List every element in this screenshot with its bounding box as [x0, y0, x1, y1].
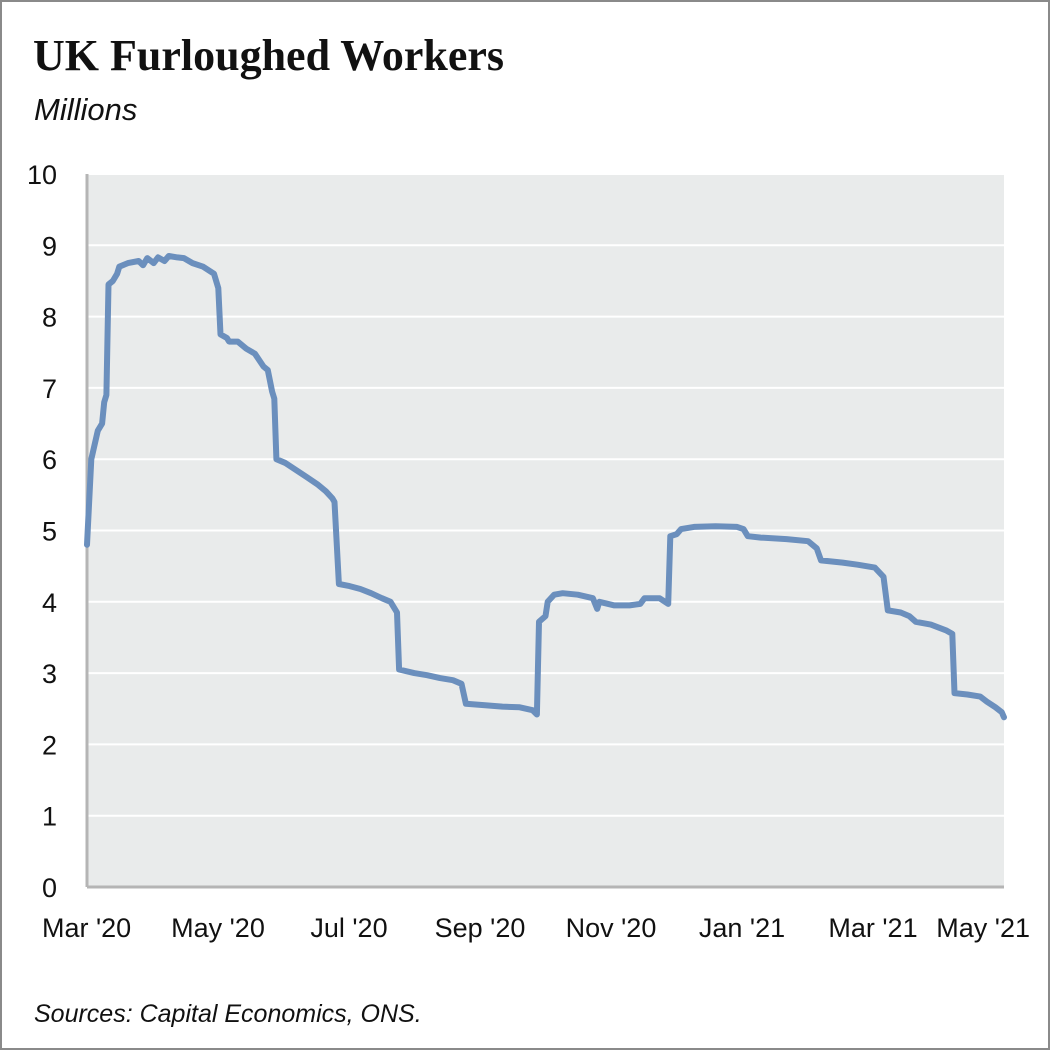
x-tick-label: May '21	[936, 913, 1030, 943]
y-tick-label: 9	[42, 231, 57, 261]
x-tick-label: May '20	[171, 913, 265, 943]
y-tick-label: 5	[42, 517, 57, 547]
chart-subtitle: Millions	[34, 92, 138, 127]
y-tick-label: 6	[42, 445, 57, 475]
source-note: Sources: Capital Economics, ONS.	[34, 1000, 422, 1028]
y-tick-label: 10	[27, 160, 57, 190]
x-tick-label: Mar '20	[42, 913, 131, 943]
y-tick-label: 2	[42, 730, 57, 760]
series-line-furloughed	[84, 253, 1007, 721]
y-tick-label: 4	[42, 588, 57, 618]
y-tick-label: 0	[42, 873, 57, 903]
x-tick-label: Nov '20	[566, 913, 657, 943]
y-tick-label: 1	[42, 802, 57, 832]
y-tick-label: 8	[42, 303, 57, 333]
y-tick-labels: 0 1 2 3 4 5 6 7 8 9 10	[27, 160, 57, 903]
y-tick-label: 7	[42, 374, 57, 404]
y-tick-label: 3	[42, 659, 57, 689]
x-tick-label: Jul '20	[310, 913, 387, 943]
x-tick-label: Sep '20	[435, 913, 526, 943]
chart-title: UK Furloughed Workers	[33, 31, 505, 80]
x-tick-labels: Mar '20 May '20 Jul '20 Sep '20 Nov '20 Jan '…	[42, 913, 1030, 943]
x-tick-label: Jan '21	[699, 913, 785, 943]
x-tick-label: Mar '21	[828, 913, 917, 943]
gridlines	[87, 173, 1004, 817]
